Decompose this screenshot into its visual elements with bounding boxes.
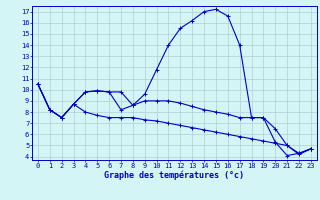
X-axis label: Graphe des températures (°c): Graphe des températures (°c): [104, 170, 244, 180]
